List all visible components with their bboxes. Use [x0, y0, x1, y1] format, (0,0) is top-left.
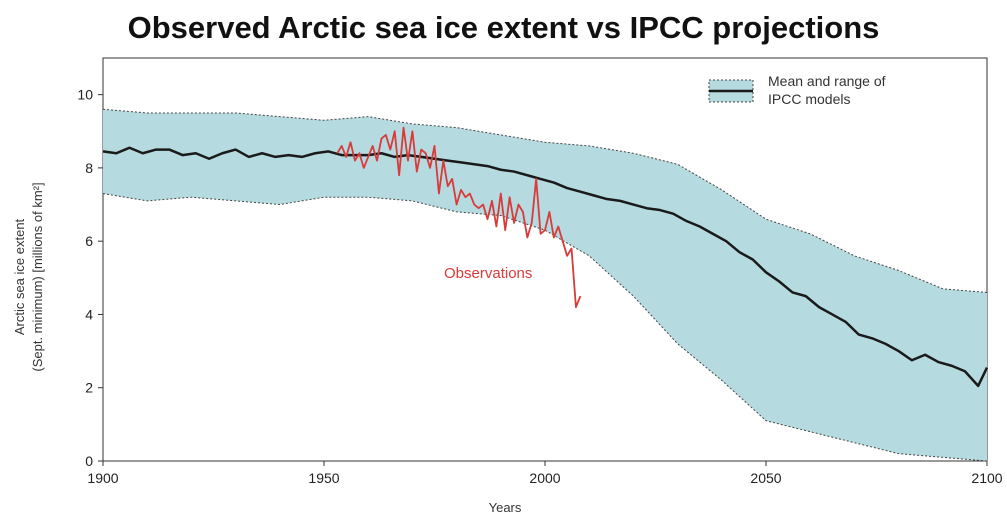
- series-line-model-mean: [102, 146, 989, 388]
- y-axis-label-line2: (Sept. minimum) [millions of km²]: [30, 182, 45, 371]
- x-tick-label: 2050: [750, 470, 781, 486]
- model-range-upper-edge: [102, 108, 988, 293]
- y-tick-label: 10: [77, 87, 93, 103]
- y-tick-label: 2: [85, 380, 93, 396]
- y-tick-label: 0: [85, 453, 93, 469]
- model-range-area: [103, 109, 987, 462]
- y-tick-label: 4: [85, 306, 93, 322]
- x-tick-label: 1950: [308, 470, 339, 486]
- axes: 1900 1950 2000 2050 2100 0 2 4 6 8 10: [77, 87, 1002, 486]
- x-tick-label: 1900: [87, 470, 118, 486]
- chart-title: Observed Arctic sea ice extent vs IPCC p…: [127, 10, 880, 45]
- legend-label-line2: IPCC models: [768, 91, 850, 107]
- y-axis-label-line1: Arctic sea ice extent: [12, 218, 27, 335]
- series-line-observations: [336, 126, 582, 309]
- legend: Mean and range of IPCC models: [708, 73, 886, 107]
- legend-label-line1: Mean and range of: [768, 73, 886, 89]
- x-tick-label: 2000: [529, 470, 560, 486]
- observations-annotation: Observations: [444, 265, 532, 282]
- model-range-lower-edge: [102, 193, 988, 462]
- model-range-band: [102, 108, 988, 462]
- x-tick-label: 2100: [971, 470, 1002, 486]
- y-tick-label: 8: [85, 160, 93, 176]
- x-axis-label: Years: [489, 500, 522, 515]
- y-tick-label: 6: [85, 233, 93, 249]
- series-lines: [102, 126, 989, 388]
